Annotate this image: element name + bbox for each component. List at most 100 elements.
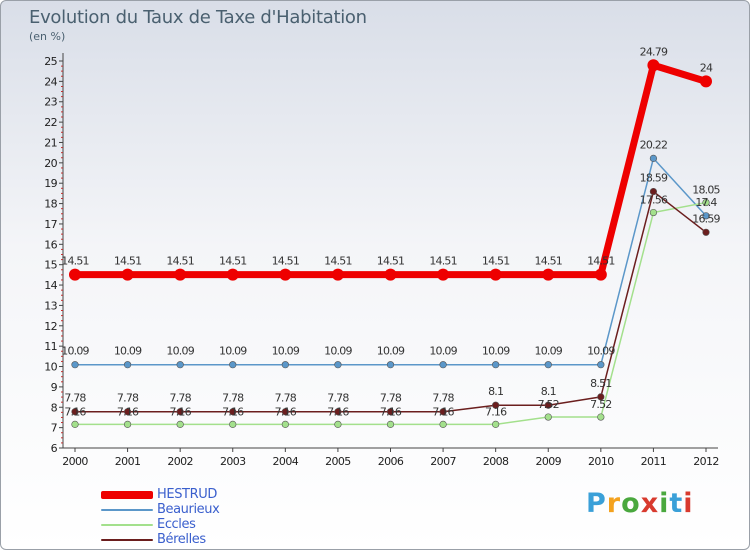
data-point [69,268,81,281]
data-label: 14.51 [587,255,615,268]
data-point [700,75,712,88]
data-point [544,413,552,421]
y-tick-label: 14 [44,279,57,292]
data-label: 14.51 [429,255,457,268]
x-tick-label: 2004 [273,455,299,468]
legend-item-beaurieux: Beaurieux [101,502,220,517]
legend-label: HESTRUD [157,487,217,502]
y-tick-label: 8 [51,401,58,414]
x-tick-label: 2006 [378,455,404,468]
legend-swatch-eccles [101,523,153,526]
data-point [492,401,500,409]
logo-letter: i [659,488,670,519]
y-tick-label: 20 [44,157,57,170]
data-label: 14.51 [272,255,300,268]
data-label: 7.16 [485,405,507,418]
data-point [331,268,344,281]
data-label: 20.22 [640,138,668,151]
data-point [174,268,187,281]
x-tick-label: 2007 [430,455,456,468]
data-label: 14.51 [535,255,563,268]
x-tick-label: 2009 [535,455,561,468]
y-tick-label: 11 [44,340,57,353]
data-point [492,420,500,428]
data-point [281,420,289,428]
data-label: 17.4 [695,196,717,209]
data-point [176,361,184,369]
y-tick-label: 10 [44,361,57,374]
data-label: 8.51 [590,377,611,390]
data-label: 14.51 [324,255,352,268]
data-point [384,268,397,281]
y-tick-label: 7 [51,422,58,435]
data-point [334,361,342,369]
data-label: 10.09 [61,345,89,358]
x-tick-label: 2012 [693,455,719,468]
data-point [492,361,500,369]
y-tick-label: 15 [44,259,57,272]
data-label: 16.59 [692,212,720,225]
data-label: 8.1 [488,385,503,398]
data-label: 10.09 [219,345,247,358]
legend-item-hestrud: HESTRUD [101,487,219,502]
data-label: 10.09 [377,345,405,358]
data-label: 24 [700,61,713,74]
data-point [649,208,658,217]
data-label: 7.78 [170,392,192,405]
data-point [226,268,239,281]
y-tick-label: 12 [44,320,57,333]
y-tick-label: 17 [44,218,57,231]
data-label: 7.16 [170,405,192,418]
data-label: 10.09 [482,345,510,358]
data-label: 7.16 [275,405,297,418]
data-point [123,408,132,416]
data-label: 7.52 [590,398,611,411]
data-point [176,408,184,416]
data-point [71,361,79,369]
logo-letter: r [606,488,622,519]
chart-title: Evolution du Taux de Taxe d'Habitation [29,7,367,28]
x-tick-label: 2005 [325,455,351,468]
data-point [176,420,184,428]
data-point [229,408,237,416]
data-label: 7.78 [222,392,244,405]
data-label: 10.09 [166,345,194,358]
legend-swatch-berelles [101,538,153,541]
data-label: 7.52 [538,398,559,411]
data-label: 7.16 [327,405,349,418]
data-label: 7.78 [117,392,139,405]
data-point [71,420,79,428]
x-tick-label: 2000 [62,455,88,468]
data-point [594,268,607,281]
series-line-hestrud [75,61,708,279]
data-point [123,420,132,428]
data-label: 10.09 [324,345,352,358]
data-label: 14.51 [114,255,142,268]
data-label: 10.09 [587,345,615,358]
legend: HESTRUD Beaurieux Eccles Bérelles [101,487,220,547]
data-label: 18.59 [640,172,668,185]
y-tick-label: 25 [44,55,57,68]
data-label: 10.09 [429,345,457,358]
data-label: 10.09 [114,345,142,358]
data-point [597,393,605,401]
logo-letter: x [640,488,660,519]
data-label: 7.16 [117,405,139,418]
data-point [229,420,237,428]
data-label: 14.51 [377,255,405,268]
data-point [439,361,447,369]
data-label: 14.51 [166,255,194,268]
data-point [542,268,555,281]
legend-label: Eccles [157,517,196,532]
data-point [439,408,447,416]
data-point [121,268,134,281]
y-tick-label: 23 [44,96,57,109]
data-point [702,212,710,220]
data-label: 24.79 [640,45,668,58]
data-label: 14.51 [61,255,89,268]
data-label: 7.16 [64,405,86,418]
data-point [386,408,395,416]
logo-letter: P [586,488,607,519]
